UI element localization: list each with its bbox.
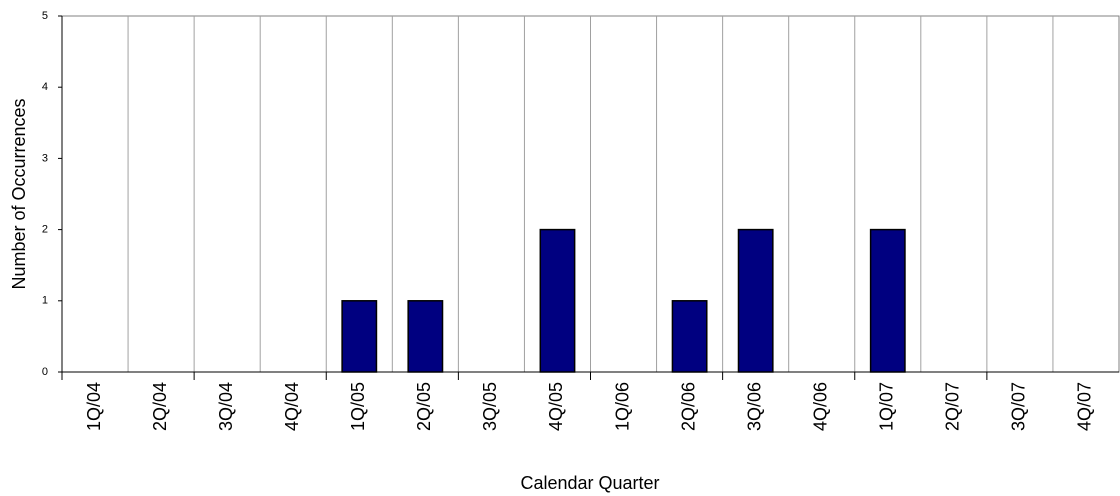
x-tick-label: 2Q/05 [414, 382, 434, 431]
bar [737, 228, 774, 373]
y-tick-label: 2 [42, 224, 48, 236]
x-tick-label: 3Q/06 [744, 382, 764, 431]
x-axis-label: Calendar Quarter [520, 473, 659, 493]
x-tick-label: 1Q/06 [612, 382, 632, 431]
bar [407, 300, 444, 373]
y-axis-label: Number of Occurrences [9, 98, 29, 289]
x-tick-label: 2Q/06 [678, 382, 698, 431]
x-tick-label: 4Q/07 [1075, 382, 1095, 431]
x-tick-label: 2Q/04 [150, 382, 170, 431]
y-tick-label: 1 [42, 295, 48, 307]
x-tick-label: 4Q/04 [282, 382, 302, 431]
x-tick-label: 4Q/05 [546, 382, 566, 431]
y-tick-label: 3 [42, 152, 48, 164]
x-tick-label: 3Q/07 [1009, 382, 1029, 431]
bar [539, 228, 576, 373]
bar [869, 228, 906, 373]
x-tick-label: 1Q/05 [348, 382, 368, 431]
bar [341, 300, 378, 373]
bar [671, 300, 708, 373]
x-tick-label: 3Q/05 [480, 382, 500, 431]
x-tick-label: 4Q/06 [810, 382, 830, 431]
x-tick-label: 1Q/07 [877, 382, 897, 431]
y-tick-label: 0 [42, 366, 48, 378]
x-tick-label: 3Q/04 [216, 382, 236, 431]
x-tick-label: 2Q/07 [943, 382, 963, 431]
y-tick-label: 4 [42, 81, 48, 93]
x-tick-label: 1Q/04 [84, 382, 104, 431]
y-tick-label: 5 [42, 10, 48, 22]
